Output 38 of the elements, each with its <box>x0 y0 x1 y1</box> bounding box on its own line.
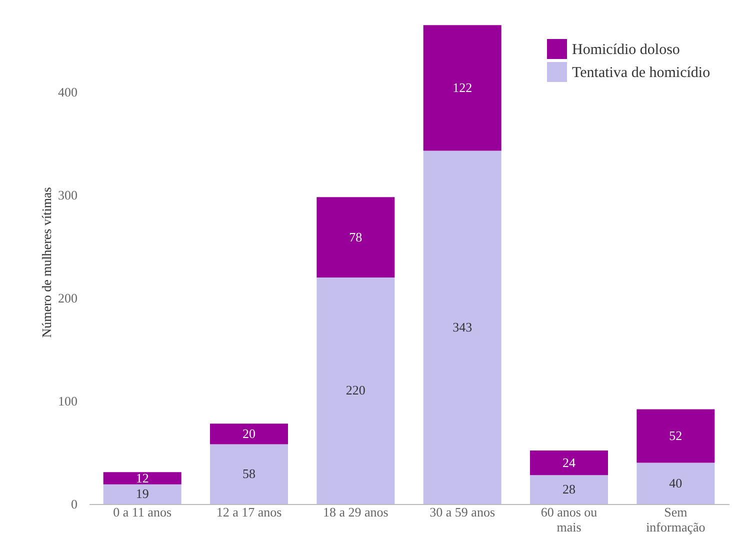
x-tick-label: 18 a 29 anos <box>322 504 388 520</box>
bar <box>530 450 608 476</box>
y-tick-label: 100 <box>58 394 78 409</box>
x-tick-label: 12 a 17 anos <box>216 504 282 520</box>
y-tick-label: 400 <box>58 84 78 100</box>
bar <box>636 462 715 504</box>
bar <box>530 475 608 504</box>
data-label: 122 <box>452 80 472 95</box>
bar <box>423 25 502 151</box>
bar <box>210 444 288 504</box>
bar <box>423 150 502 504</box>
data-label: 78 <box>349 229 362 244</box>
bar <box>316 277 395 504</box>
bar <box>636 409 715 463</box>
data-label: 28 <box>562 482 576 497</box>
data-label: 58 <box>242 466 256 482</box>
y-axis-title: Número de mulheres vítimas <box>39 187 54 338</box>
data-label: 20 <box>242 426 256 441</box>
bar <box>103 472 182 484</box>
data-label: 19 <box>136 486 149 502</box>
y-tick-label: 200 <box>58 290 78 306</box>
legend-label: Homicídio doloso <box>572 42 680 58</box>
x-tick-label: Sem informação <box>646 504 706 534</box>
y-tick-label: 0 <box>71 496 78 512</box>
x-tick-label: 0 a 11 anos <box>113 504 172 520</box>
data-label: 52 <box>669 428 682 444</box>
bar <box>103 484 182 504</box>
bar <box>210 424 288 444</box>
bar <box>316 197 395 278</box>
data-label: 343 <box>452 319 472 334</box>
x-tick-label: 30 a 59 anos <box>430 504 496 520</box>
x-tick-label: 60 anos ou mais <box>540 504 598 534</box>
data-label: 40 <box>669 475 682 490</box>
data-label: 220 <box>346 382 366 398</box>
legend-label: Tentativa de homicídio <box>572 65 710 81</box>
y-tick-label: 300 <box>58 188 78 203</box>
data-label: 24 <box>562 454 576 470</box>
data-label: 12 <box>136 470 149 486</box>
